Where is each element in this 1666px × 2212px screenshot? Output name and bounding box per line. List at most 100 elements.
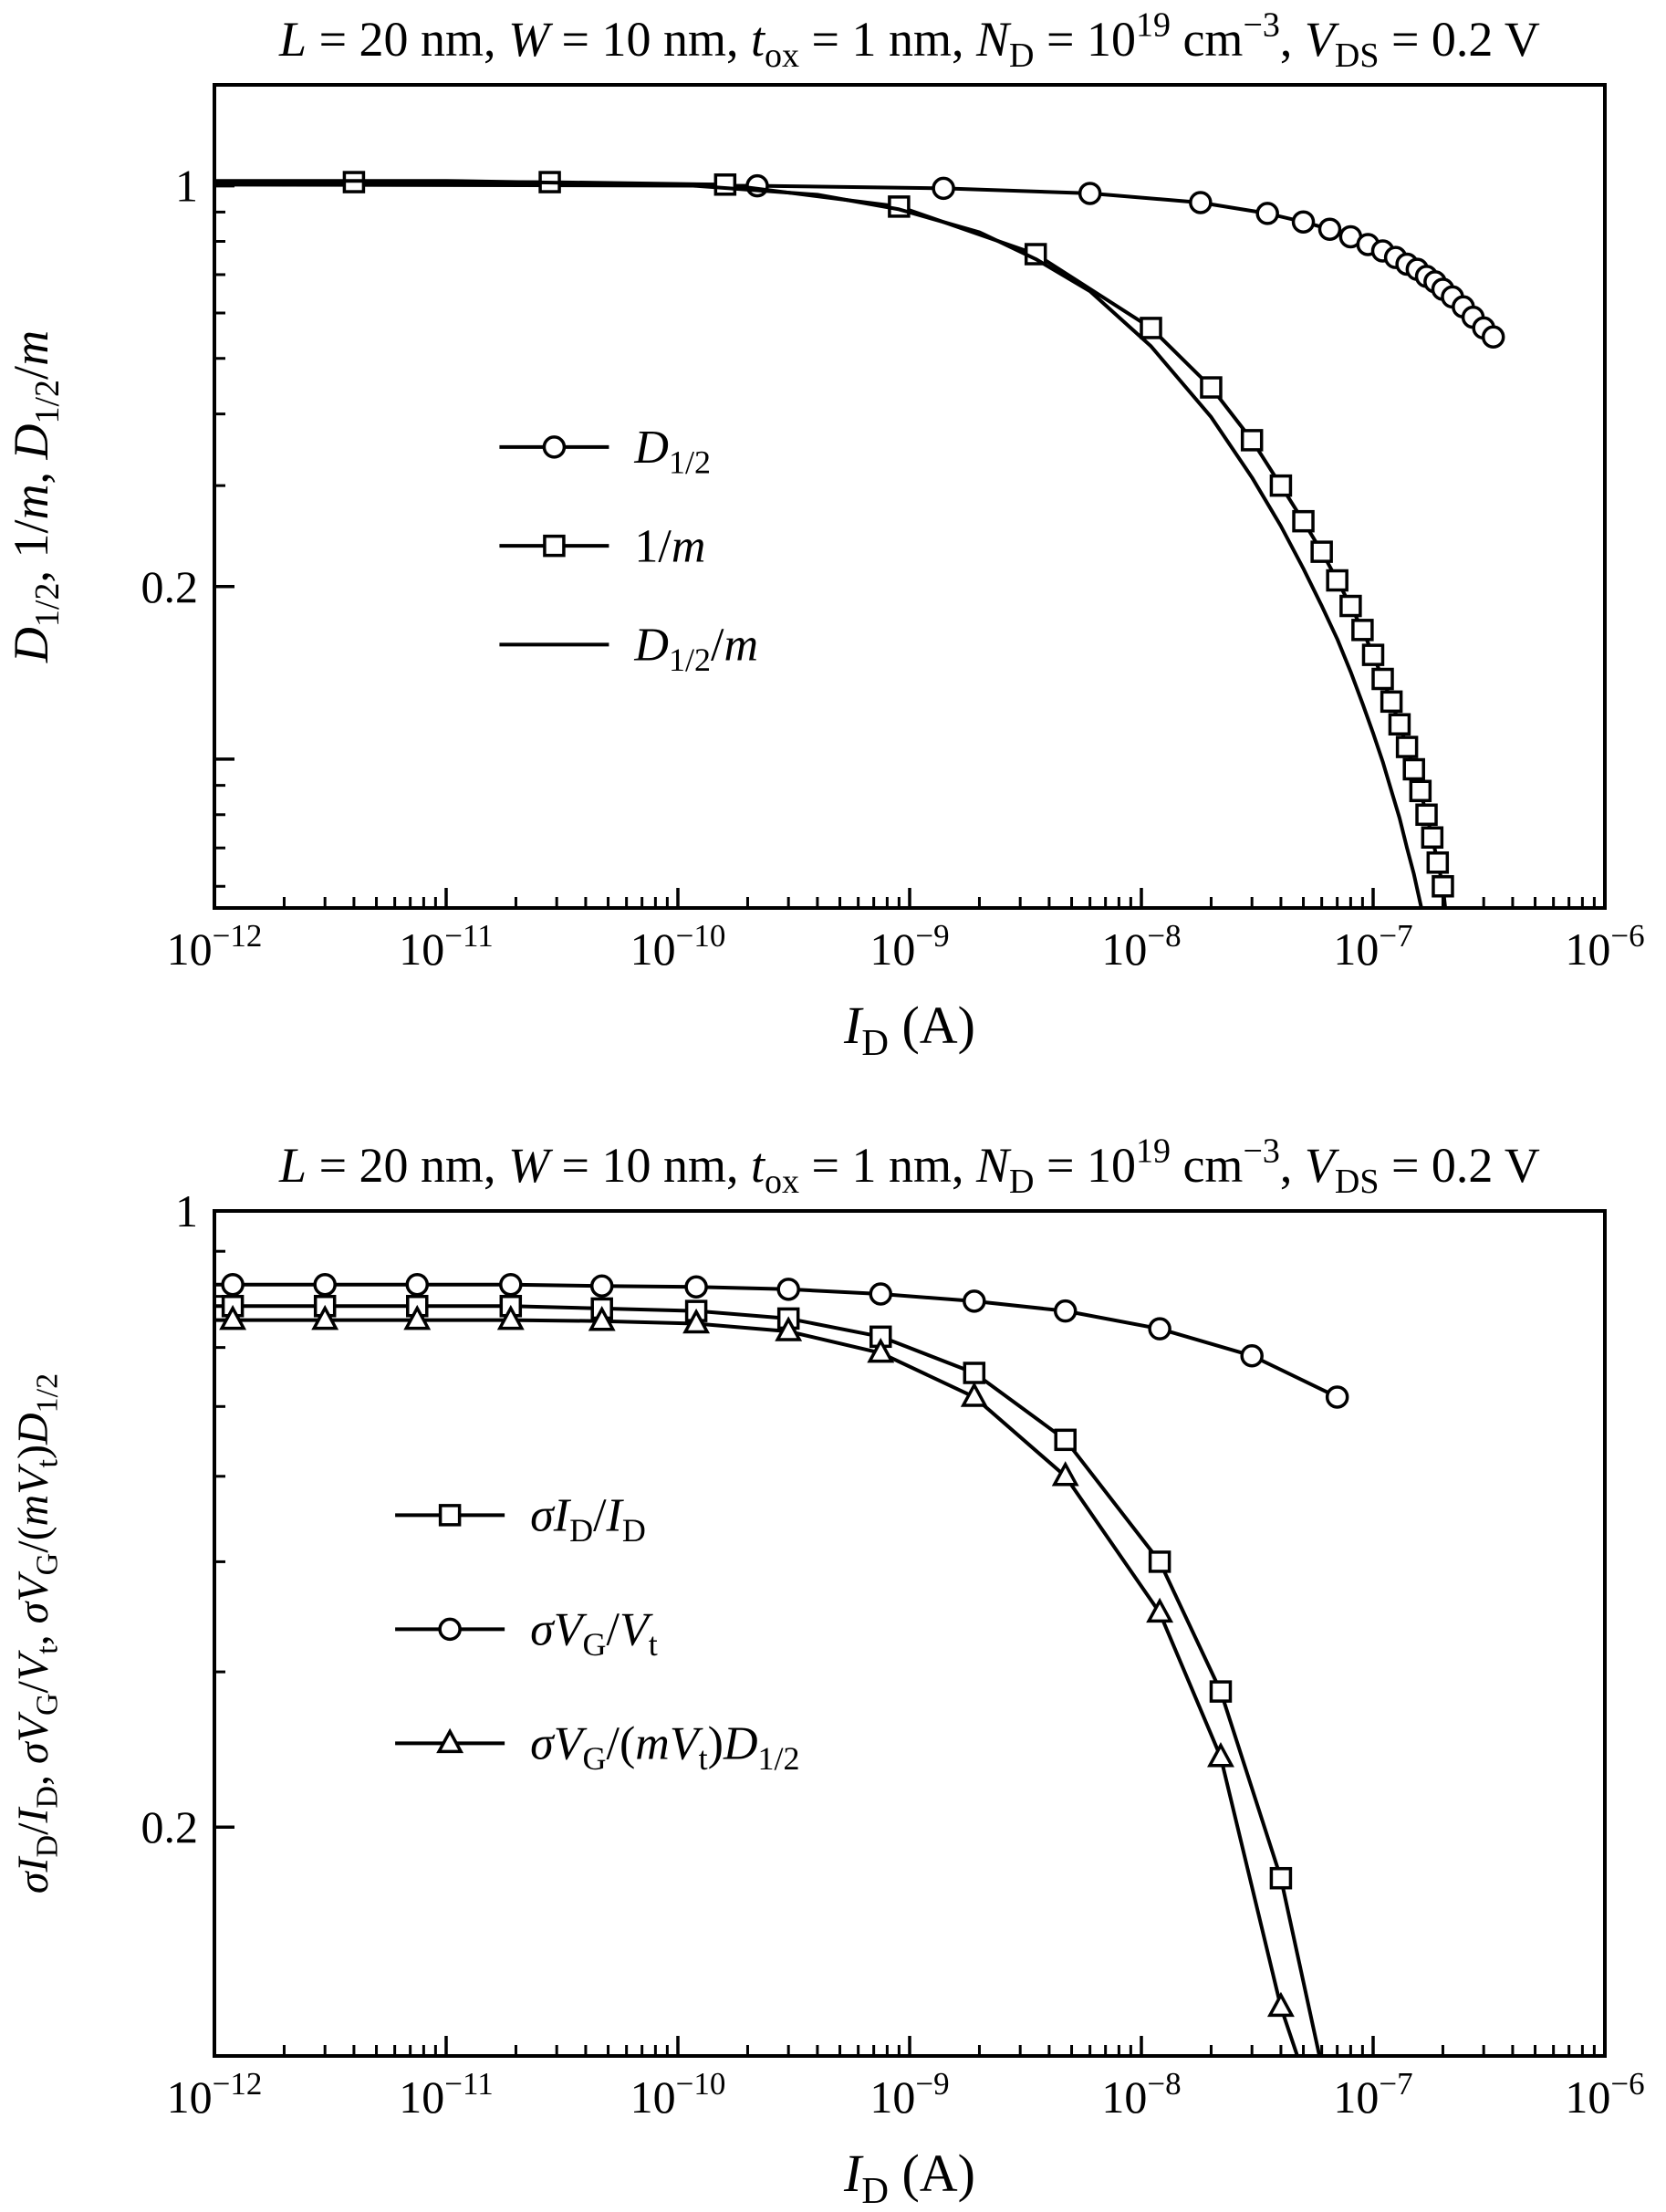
square-marker [1351,619,1374,642]
square-marker [1402,757,1425,781]
square-marker [1148,1550,1171,1573]
y-axis-label: σID/ID, σVG/Vt, σVG/(mVt)D1/2 [9,1373,65,1894]
square-marker [1432,875,1454,898]
x-tick-label: 10−10 [630,2066,726,2123]
circle-marker [499,1272,523,1297]
square-marker [1326,569,1348,592]
square-marker [1361,643,1385,666]
x-tick-label: 10−11 [399,918,493,975]
x-tick-label: 10−10 [630,918,726,975]
square-marker [1292,509,1315,533]
circle-marker [313,1272,337,1297]
series-line-1 [214,1282,1338,1399]
series-markers-1 [221,1272,1349,1409]
x-tick-label: 10−7 [1333,918,1412,975]
square-marker [1371,667,1394,691]
x-tick-label: 10−12 [167,918,263,975]
chart-bottom-svg: 10−12 10−11 10−10 10−9 10−8 10−7 10−60.21L = 2… [9,1132,1645,2211]
triangle-marker [682,1308,711,1334]
circle-marker [869,1282,893,1306]
y-axis-label: D1/2, 1/m, D1/2/m [4,330,67,663]
triangle-marker [588,1306,616,1331]
circle-marker [963,1289,986,1313]
circle-marker [1291,210,1316,234]
circle-marker [1240,1343,1264,1368]
x-tick-label: 10−7 [1333,2066,1412,2123]
series-markers-0 [221,1294,1293,1890]
legend-label: σVG/Vt [530,1604,658,1663]
chart-top-svg: 10−12 10−11 10−10 10−9 10−8 10−7 10−60.21L = 2… [4,5,1645,1062]
circle-marker [1481,325,1505,349]
triangle-marker [219,1304,247,1330]
series-line-1 [214,180,1448,908]
square-marker [1310,540,1333,563]
square-marker [1395,736,1419,758]
square-marker [963,1362,986,1384]
triangle-marker [311,1304,339,1330]
y-tick-label: 0.2 [141,1801,199,1852]
square-marker [1339,594,1362,618]
series-markers-0 [745,173,1505,349]
x-axis: 10−12 10−11 10−10 10−9 10−8 10−7 10−6 [167,2036,1645,2123]
series-markers-2 [219,1304,1295,2018]
square-marker [1140,317,1162,339]
square-marker [438,1504,462,1527]
x-tick-label: 10−9 [869,918,949,975]
chart-title: L = 20 nm, W = 10 nm, tox = 1 nm, ND = 1… [278,1132,1540,1201]
square-marker [1209,1680,1233,1703]
circle-marker [438,1617,462,1642]
circle-marker [589,1274,614,1298]
square-marker [1269,1866,1293,1890]
y-axis: 0.21 [141,1185,234,1852]
triangle-marker [1051,1461,1079,1487]
triangle-marker [1207,1742,1234,1768]
series-line-0 [214,183,1495,339]
legend-label: D1/2/m [633,620,758,678]
circle-marker [684,1275,708,1299]
y-tick-label: 1 [175,161,198,212]
x-tick-label: 10−8 [1101,2066,1181,2123]
legend-label: 1/m [634,520,705,572]
square-marker [1269,474,1293,497]
triangle-marker [403,1304,432,1330]
square-marker [1380,690,1403,714]
circle-marker [405,1272,430,1297]
x-axis-label: ID (A) [843,2144,975,2211]
x-tick-label: 10−6 [1565,2066,1644,2123]
legend-label: D1/2 [633,422,711,480]
x-tick-label: 10−8 [1101,918,1181,975]
triangle-marker [1266,1991,1295,2018]
legend-label: σVG/(mVt)D1/2 [530,1718,799,1777]
square-marker [1200,376,1223,399]
circle-marker [1317,217,1342,241]
chart-bottom: 10−12 10−11 10−10 10−9 10−8 10−7 10−6 0.2 1 L = 2… [0,1106,1666,2212]
chart-title: L = 20 nm, W = 10 nm, tox = 1 nm, ND = 1… [278,5,1540,75]
circle-marker [776,1278,800,1301]
triangle-marker [436,1727,464,1754]
square-marker [1240,429,1264,452]
square-marker [1388,713,1411,736]
chart-top: 10−12 10−11 10−10 10−9 10−8 10−7 10−6 0.2 1 L = 2… [4,5,1645,1062]
triangle-marker [775,1316,803,1341]
circle-marker [745,173,769,198]
square-marker [1421,826,1444,849]
legend: σID/ID σVG/Vt σVG/(mVt)D1/2 [395,1490,800,1777]
circle-marker [1255,202,1279,225]
square-marker [543,534,566,558]
legend-label: σID/ID [530,1490,646,1549]
series-group [214,171,1505,908]
square-marker [1426,851,1450,874]
triangle-marker [867,1338,895,1363]
square-marker [713,173,737,196]
triangle-marker [496,1304,525,1330]
square-marker [1415,803,1438,827]
triangle-marker [1146,1597,1174,1623]
series-group [214,1272,1349,2056]
circle-marker [1325,1385,1349,1409]
legend: D1/2 1/m D1/2/m [499,422,758,678]
series-line-2 [214,179,1423,908]
circle-marker [1078,182,1102,205]
y-axis: 0.21 [141,161,234,888]
series-line-0 [214,1304,1322,2056]
